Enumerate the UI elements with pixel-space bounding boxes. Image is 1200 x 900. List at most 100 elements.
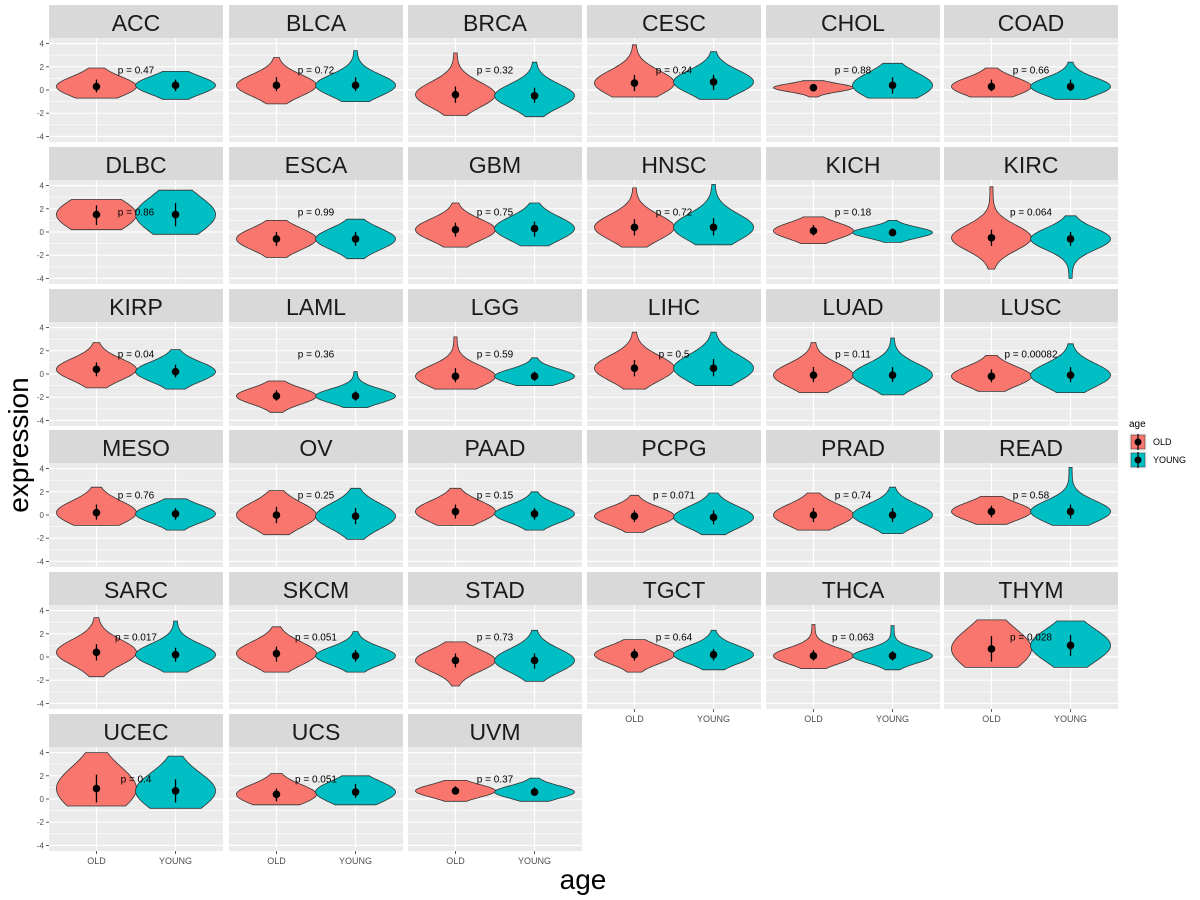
p-value-label: p = 0.00082	[1004, 349, 1058, 360]
facet-panel-tgct: TGCT OLD YOUNG p = 0.64	[587, 572, 761, 724]
facet-title: PAAD	[465, 435, 526, 461]
mean-point-young	[888, 228, 897, 237]
mean-point-young	[1066, 507, 1075, 516]
mean-point-old	[809, 83, 818, 92]
p-value-label: p = 0.051	[295, 774, 337, 785]
legend-point-old	[1134, 438, 1142, 446]
mean-point-old	[451, 656, 460, 665]
facet-strip	[229, 289, 403, 322]
mean-point-old	[451, 225, 460, 234]
mean-point-old	[92, 648, 101, 657]
y-tick-label: 2	[40, 63, 45, 72]
violin-young	[315, 371, 396, 408]
facet-panel-cesc: CESC p = 0.24	[587, 5, 761, 142]
p-value-label: p = 0.051	[295, 632, 337, 643]
p-value-label: p = 0.4	[121, 774, 152, 785]
p-value-label: p = 0.064	[1010, 207, 1052, 218]
p-value-label: p = 0.86	[118, 207, 155, 218]
mean-point-old	[272, 81, 281, 90]
mean-point-young	[351, 81, 360, 90]
facet-strip	[49, 147, 223, 180]
facet-strip	[408, 714, 582, 747]
facet-title: CESC	[642, 10, 706, 36]
p-value-label: p = 0.58	[1013, 490, 1050, 501]
mean-point-young	[171, 81, 180, 90]
mean-point-young	[888, 371, 897, 379]
p-value-label: p = 0.24	[656, 65, 693, 76]
p-value-label: p = 0.071	[653, 490, 695, 501]
facet-panel-thym: THYM OLD YOUNG p = 0.028	[944, 572, 1118, 724]
facet-panel-gbm: GBM p = 0.75	[408, 147, 582, 284]
facet-title: PCPG	[641, 435, 706, 461]
facet-panel-meso: MESO -4 -2 0 2 4 p = 0.76	[37, 430, 223, 567]
mean-point-young	[1066, 371, 1075, 379]
p-value-label: p = 0.15	[477, 490, 514, 501]
facet-strip	[229, 5, 403, 38]
legend-label-young: YOUNG	[1153, 455, 1186, 465]
x-tick-label: OLD	[267, 856, 286, 866]
facet-strip	[49, 572, 223, 605]
x-tick-label: YOUNG	[876, 714, 909, 724]
mean-point-old	[272, 235, 281, 243]
y-tick-label: 2	[40, 347, 45, 356]
facet-strip	[766, 5, 940, 38]
facet-strip	[587, 147, 761, 180]
mean-point-young	[530, 372, 539, 381]
mean-point-young	[530, 788, 539, 796]
p-value-label: p = 0.32	[477, 65, 514, 76]
mean-point-old	[630, 512, 639, 520]
facet-strip	[587, 572, 761, 605]
x-tick-label: YOUNG	[1054, 714, 1087, 724]
facet-title: BRCA	[463, 10, 528, 36]
violin-young	[1030, 215, 1111, 279]
y-tick-label: -2	[37, 109, 45, 118]
facet-title: SARC	[104, 577, 168, 603]
y-tick-label: -2	[37, 818, 45, 827]
facet-panel-kich: KICH p = 0.18	[766, 147, 940, 284]
y-tick-label: -4	[37, 557, 45, 566]
facet-panel-dlbc: DLBC -4 -2 0 2 4 p = 0.86	[37, 147, 223, 284]
mean-point-young	[888, 652, 897, 660]
facet-strip	[408, 572, 582, 605]
mean-point-old	[92, 365, 101, 374]
mean-point-old	[272, 511, 281, 519]
facet-title: HNSC	[641, 152, 706, 178]
y-tick-label: -2	[37, 393, 45, 402]
facet-panel-uvm: UVM OLD YOUNG p = 0.37	[408, 714, 582, 866]
mean-point-old	[809, 227, 818, 235]
p-value-label: p = 0.74	[835, 490, 872, 501]
y-tick-label: 2	[40, 772, 45, 781]
x-tick-label: OLD	[982, 714, 1001, 724]
x-tick-label: YOUNG	[159, 856, 192, 866]
mean-point-young	[888, 511, 897, 519]
facet-strip	[944, 289, 1118, 322]
facet-title: READ	[999, 435, 1063, 461]
facet-panel-luad: LUAD p = 0.11	[766, 289, 940, 426]
facet-panel-sarc: SARC -4 -2 0 2 4 p = 0.017	[37, 572, 223, 709]
facet-panel-lusc: LUSC p = 0.00082	[944, 289, 1118, 426]
mean-point-old	[451, 90, 460, 99]
y-tick-label: 4	[40, 607, 45, 616]
facet-panel-skcm: SKCM p = 0.051	[229, 572, 403, 709]
facet-title: SKCM	[283, 577, 349, 603]
mean-point-young	[351, 512, 360, 520]
facet-panel-read: READ p = 0.58	[944, 430, 1118, 567]
facet-title: COAD	[998, 10, 1064, 36]
mean-point-young	[351, 235, 360, 243]
legend: age OLD YOUNG	[1129, 419, 1186, 469]
facet-strip	[944, 147, 1118, 180]
facet-title: PRAD	[821, 435, 885, 461]
facet-strip	[408, 5, 582, 38]
mean-point-young	[351, 652, 360, 660]
mean-point-young	[530, 510, 539, 518]
facet-strip	[229, 572, 403, 605]
p-value-label: p = 0.18	[835, 207, 872, 218]
y-tick-label: 0	[40, 511, 45, 520]
facet-title: LUSC	[1000, 294, 1061, 320]
mean-point-young	[709, 78, 718, 86]
facet-title: DLBC	[105, 152, 166, 178]
violin-young	[852, 625, 933, 671]
facet-strip	[944, 572, 1118, 605]
facet-title: UVM	[469, 719, 520, 745]
facet-strip	[587, 5, 761, 38]
